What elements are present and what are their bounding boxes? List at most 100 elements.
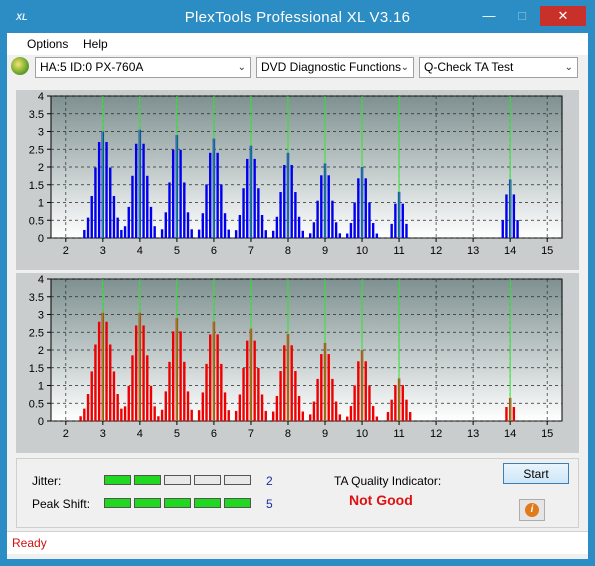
window-title: PlexTools Professional XL V3.16 [184, 9, 411, 26]
bar [205, 363, 208, 421]
y-tick-label: 4 [38, 274, 44, 286]
bar [179, 331, 182, 421]
bar [312, 401, 316, 421]
bar [316, 200, 319, 238]
bar [394, 203, 397, 238]
function-select[interactable]: DVD Diagnostic Functions ⌄ [256, 57, 414, 78]
info-button[interactable]: i [519, 499, 545, 521]
bar [149, 206, 153, 238]
bar [123, 406, 127, 421]
y-tick-label: 3.5 [29, 109, 44, 121]
x-tick-label: 7 [248, 428, 254, 440]
maximize-button[interactable]: □ [518, 8, 526, 23]
drive-select[interactable]: HA:5 ID:0 PX-760A ⌄ [35, 57, 251, 78]
bar [271, 411, 275, 421]
bar [327, 354, 330, 421]
bar [97, 321, 101, 421]
bar [223, 213, 227, 238]
app-logo-icon: XL [16, 12, 28, 22]
bar [271, 230, 275, 238]
bar [146, 355, 149, 421]
close-button[interactable]: ✕ [540, 6, 586, 26]
ta-quality-result: Not Good [349, 492, 413, 508]
bar [227, 410, 230, 421]
bar [223, 392, 227, 421]
meter-segment [224, 475, 251, 485]
menu-bar: Options Help [7, 33, 588, 55]
y-tick-label: 1 [38, 381, 44, 393]
meter-segment [164, 475, 191, 485]
bar [290, 164, 293, 238]
bar [331, 378, 334, 421]
bar [327, 175, 330, 238]
bar [123, 226, 127, 238]
x-tick-label: 15 [541, 428, 553, 440]
top-chart-svg: 0 0.5 1 1.5 2 2.5 3 3.5 4 2 3 4 5 6 7 8 9 10 11 12 13 14 15 [29, 91, 563, 257]
bar [116, 217, 119, 238]
meter-segment [194, 498, 221, 508]
bar [94, 344, 97, 421]
meter-segment [104, 498, 131, 508]
bar [94, 167, 97, 238]
start-button[interactable]: Start [503, 463, 569, 484]
bar [264, 410, 267, 421]
bar [279, 192, 282, 238]
bar [90, 371, 93, 421]
bar [86, 217, 90, 238]
bar [316, 378, 319, 421]
x-tick-label: 13 [467, 245, 479, 257]
bar [275, 216, 279, 238]
menu-options[interactable]: Options [27, 37, 69, 51]
client-area: Options Help HA:5 ID:0 PX-760A ⌄ DVD Dia… [7, 33, 588, 559]
peak-shift-value: 5 [266, 497, 273, 511]
x-tick-label: 6 [211, 428, 217, 440]
y-tick-label: 3.5 [29, 292, 44, 304]
bar [260, 394, 264, 421]
menu-help[interactable]: Help [83, 37, 108, 51]
x-tick-label: 9 [322, 428, 328, 440]
bar [127, 385, 130, 421]
bar [238, 214, 242, 238]
bar [149, 385, 153, 421]
y-tick-label: 4 [38, 91, 44, 103]
x-tick-label: 3 [100, 428, 106, 440]
x-tick-label: 13 [467, 428, 479, 440]
bar [209, 152, 212, 238]
bar [142, 143, 145, 238]
bar [116, 394, 119, 421]
bar [301, 411, 305, 421]
bar [164, 391, 167, 421]
bar [197, 229, 201, 238]
bar [312, 222, 316, 238]
x-tick-label: 7 [248, 245, 254, 257]
y-tick-label: 1 [38, 198, 44, 210]
test-select[interactable]: Q-Check TA Test ⌄ [419, 57, 578, 78]
bar [134, 143, 138, 238]
status-text: Ready [12, 536, 47, 550]
peak-shift-label: Peak Shift: [32, 497, 91, 511]
toolbar: HA:5 ID:0 PX-760A ⌄ DVD Diagnostic Funct… [7, 55, 588, 81]
bar [368, 202, 371, 238]
bar [294, 192, 297, 238]
bar [183, 182, 186, 238]
jitter-meter [104, 475, 256, 485]
bar [338, 233, 342, 238]
bar [131, 355, 134, 421]
bar [349, 406, 353, 421]
bar [353, 202, 356, 238]
x-tick-label: 2 [63, 428, 69, 440]
x-tick-label: 6 [211, 245, 217, 257]
bar [153, 226, 156, 238]
bar [301, 230, 305, 238]
test-select-value: Q-Check TA Test [424, 60, 514, 74]
bar [364, 178, 367, 238]
bar [253, 158, 256, 238]
top-ta-chart: 0 0.5 1 1.5 2 2.5 3 3.5 4 2 3 4 5 6 7 8 9 10 11 12 13 14 15 [16, 90, 579, 270]
x-tick-label: 2 [63, 245, 69, 257]
y-tick-label: 2.5 [29, 144, 44, 156]
y-tick-label: 0.5 [29, 215, 44, 227]
title-bar[interactable]: XL PlexTools Professional XL V3.16 — □ ✕ [0, 0, 595, 33]
minimize-button[interactable]: — [482, 8, 496, 23]
bar [368, 385, 371, 421]
bar [79, 416, 82, 421]
